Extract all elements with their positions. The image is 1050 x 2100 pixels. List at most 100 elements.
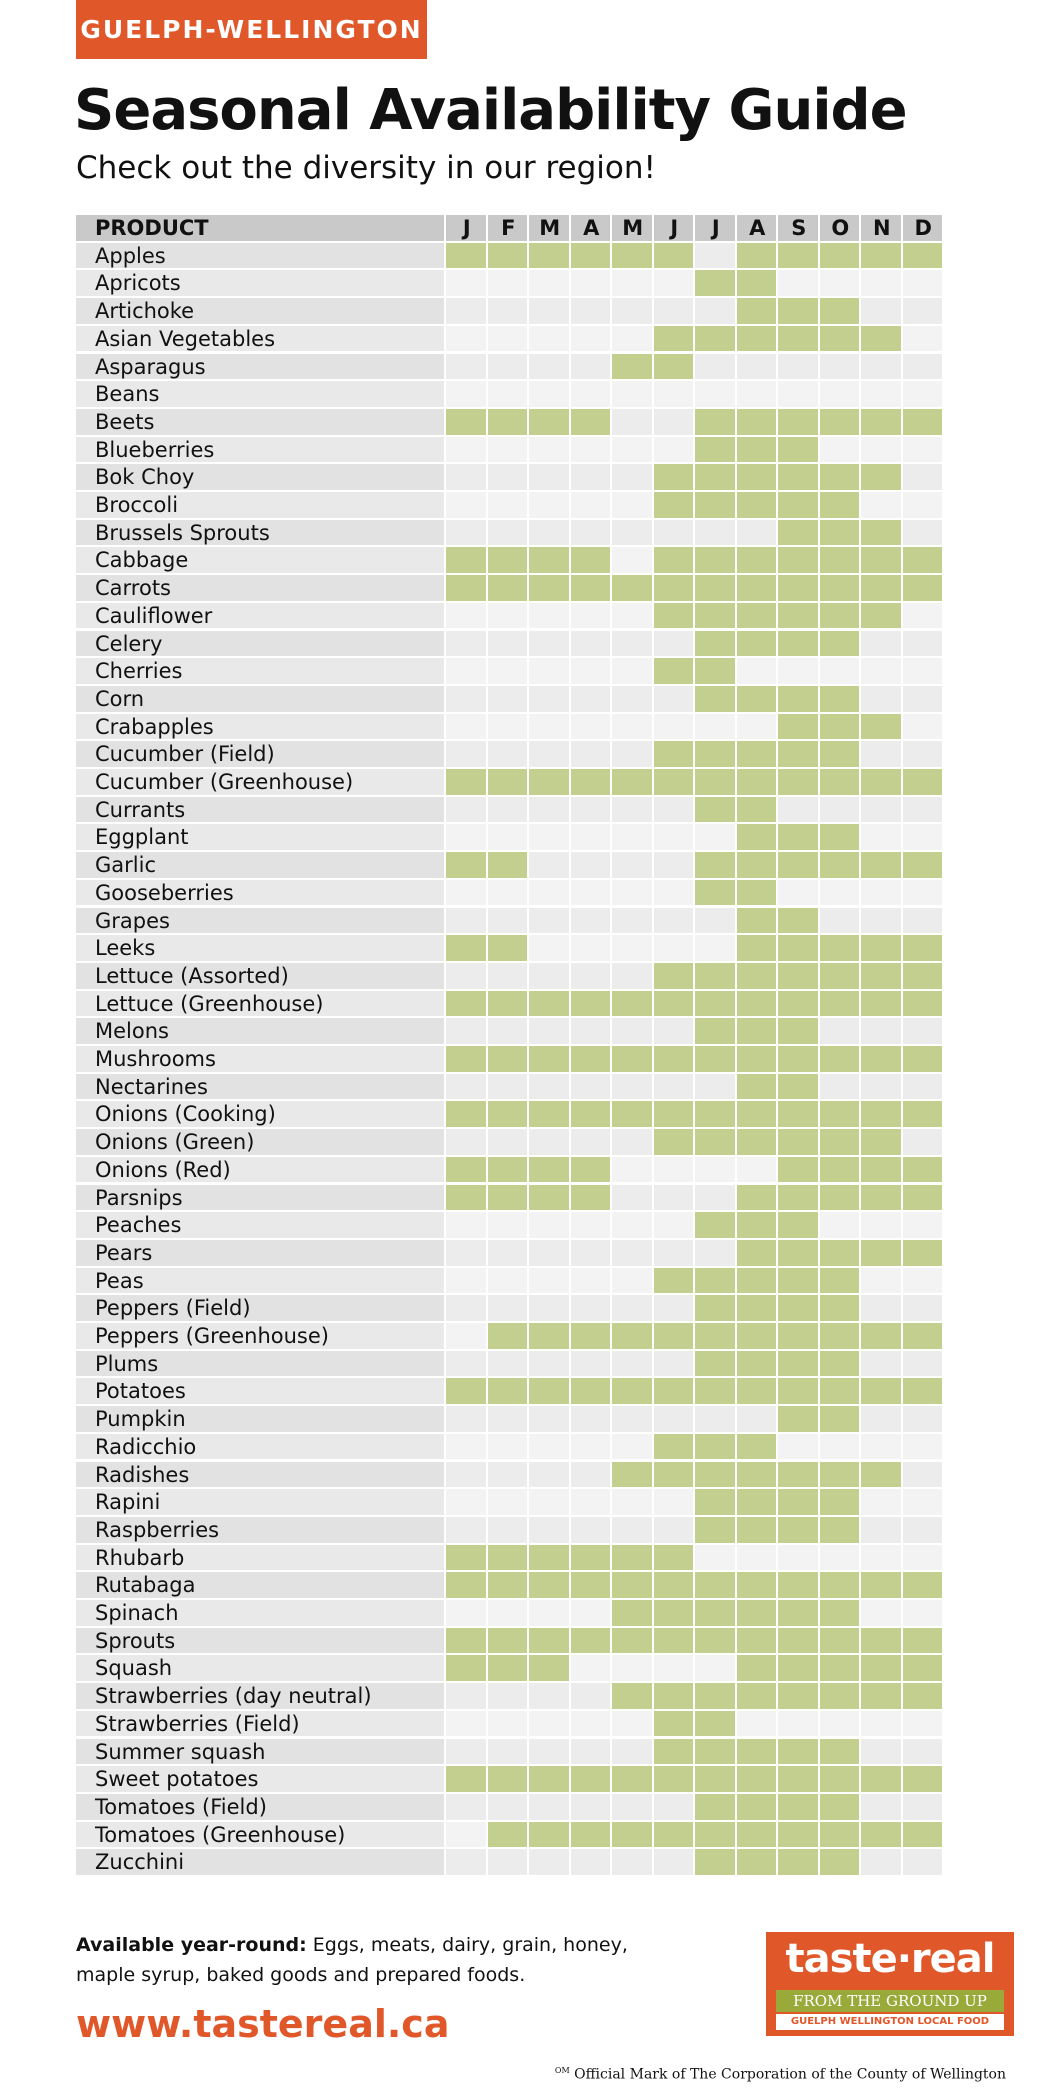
- product-name: Pumpkin: [95, 1407, 186, 1432]
- product-name: Brussels Sprouts: [95, 520, 270, 545]
- empty-cell: [653, 298, 695, 326]
- available-cell: [653, 658, 695, 686]
- available-cell: [487, 1821, 529, 1850]
- empty-cell: [861, 1295, 903, 1323]
- empty-cell: [902, 1267, 944, 1296]
- available-cell: [778, 464, 820, 492]
- empty-cell: [529, 1516, 571, 1545]
- available-cell: [570, 1046, 612, 1074]
- available-cell: [778, 1655, 820, 1684]
- empty-cell: [570, 630, 612, 659]
- available-cell: [570, 1184, 612, 1213]
- available-cell: [778, 1793, 820, 1822]
- empty-cell: [695, 713, 737, 742]
- available-cell: [653, 242, 695, 271]
- empty-cell: [819, 270, 861, 299]
- empty-cell: [612, 547, 654, 576]
- empty-cell: [570, 1793, 612, 1822]
- available-cell: [736, 1489, 778, 1517]
- empty-cell: [612, 713, 654, 742]
- available-cell: [861, 408, 903, 437]
- available-cell: [695, 1710, 737, 1739]
- empty-cell: [570, 962, 612, 991]
- available-cell: [902, 1323, 944, 1351]
- available-cell: [695, 1212, 737, 1240]
- available-cell: [695, 492, 737, 520]
- empty-cell: [861, 1267, 903, 1296]
- empty-cell: [736, 1156, 778, 1185]
- website-link[interactable]: www.tastereal.ca: [76, 2002, 450, 2046]
- available-cell: [695, 1793, 737, 1822]
- available-cell: [861, 1156, 903, 1185]
- available-cell: [695, 1572, 737, 1600]
- empty-cell: [695, 935, 737, 963]
- available-cell: [446, 990, 488, 1019]
- available-cell: [778, 1239, 820, 1268]
- available-cell: [446, 935, 488, 963]
- empty-cell: [819, 907, 861, 936]
- note-text: Eggs, meats, dairy, grain, honey, maple …: [76, 1934, 628, 1986]
- available-cell: [778, 1101, 820, 1130]
- available-cell: [695, 547, 737, 576]
- empty-cell: [487, 436, 529, 465]
- empty-cell: [529, 1212, 571, 1240]
- empty-cell: [653, 1239, 695, 1268]
- available-cell: [695, 879, 737, 908]
- header-cell: [653, 215, 695, 243]
- empty-cell: [695, 298, 737, 326]
- empty-cell: [570, 1239, 612, 1268]
- available-cell: [529, 408, 571, 437]
- product-cell: [76, 1212, 446, 1240]
- empty-cell: [653, 1793, 695, 1822]
- empty-cell: [446, 879, 488, 908]
- product-cell: [76, 547, 446, 576]
- available-cell: [695, 769, 737, 797]
- product-name: Zucchini: [95, 1850, 185, 1875]
- empty-cell: [487, 658, 529, 686]
- product-cell: [76, 962, 446, 991]
- empty-cell: [612, 436, 654, 465]
- product-cell: [76, 353, 446, 382]
- empty-cell: [446, 353, 488, 382]
- available-cell: [861, 547, 903, 576]
- available-cell: [736, 408, 778, 437]
- available-cell: [736, 1572, 778, 1600]
- empty-cell: [902, 602, 944, 631]
- product-name: Currants: [95, 797, 186, 822]
- empty-cell: [819, 353, 861, 382]
- empty-cell: [487, 492, 529, 520]
- empty-cell: [612, 852, 654, 880]
- year-round-note: Available year-round: Eggs, meats, dairy…: [76, 1930, 656, 1990]
- available-cell: [736, 464, 778, 492]
- product-name: Lettuce (Greenhouse): [95, 991, 324, 1016]
- empty-cell: [570, 298, 612, 326]
- empty-cell: [902, 1738, 944, 1767]
- available-cell: [612, 769, 654, 797]
- empty-cell: [902, 1073, 944, 1102]
- available-cell: [446, 1184, 488, 1213]
- empty-cell: [570, 270, 612, 299]
- available-cell: [778, 1323, 820, 1351]
- empty-cell: [529, 1738, 571, 1767]
- empty-cell: [446, 685, 488, 714]
- available-cell: [653, 1433, 695, 1462]
- available-cell: [819, 713, 861, 742]
- empty-cell: [446, 1433, 488, 1462]
- empty-cell: [861, 1710, 903, 1739]
- product-cell: [76, 1267, 446, 1296]
- product-cell: [76, 1821, 446, 1850]
- available-cell: [653, 990, 695, 1019]
- product-name: Eggplant: [95, 825, 189, 850]
- empty-cell: [529, 381, 571, 409]
- product-name: Onions (Green): [95, 1130, 255, 1155]
- available-cell: [819, 1129, 861, 1157]
- available-cell: [861, 602, 903, 631]
- empty-cell: [902, 492, 944, 520]
- empty-cell: [612, 1433, 654, 1462]
- product-name: Rhubarb: [95, 1545, 185, 1570]
- available-cell: [861, 1323, 903, 1351]
- available-cell: [653, 962, 695, 991]
- product-cell: [76, 1239, 446, 1268]
- available-cell: [529, 1156, 571, 1185]
